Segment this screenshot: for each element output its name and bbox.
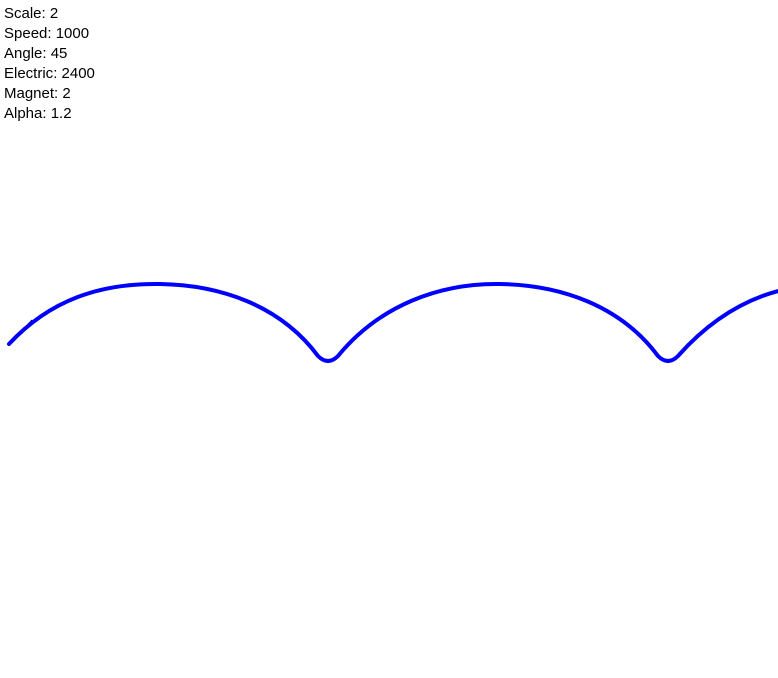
alpha-readout: Alpha: 1.2 — [4, 105, 72, 122]
magnet-readout: Magnet: 2 — [4, 85, 71, 102]
scale-readout: Scale: 2 — [4, 5, 59, 22]
angle-readout: Angle: 45 — [4, 45, 68, 62]
electric-readout: Electric: 2400 — [4, 65, 95, 82]
particle-trajectory — [7, 281, 778, 363]
speed-readout: Speed: 1000 — [4, 25, 90, 42]
parameter-readout: Scale: 2 Speed: 1000 Angle: 45 Electric:… — [4, 4, 95, 124]
